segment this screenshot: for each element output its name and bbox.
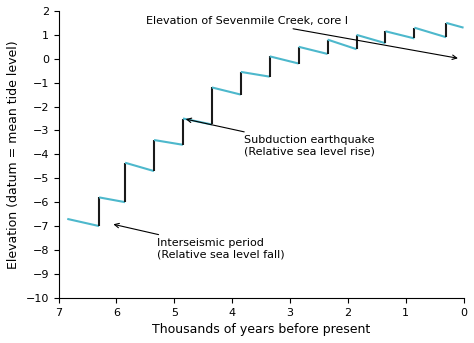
Y-axis label: Elevation (datum = mean tide level): Elevation (datum = mean tide level) bbox=[7, 40, 20, 269]
Text: Subduction earthquake
(Relative sea level rise): Subduction earthquake (Relative sea leve… bbox=[187, 118, 374, 157]
Text: Interseismic period
(Relative sea level fall): Interseismic period (Relative sea level … bbox=[115, 223, 284, 260]
X-axis label: Thousands of years before present: Thousands of years before present bbox=[152, 323, 370, 336]
Text: Elevation of Sevenmile Creek, core I: Elevation of Sevenmile Creek, core I bbox=[146, 15, 457, 59]
